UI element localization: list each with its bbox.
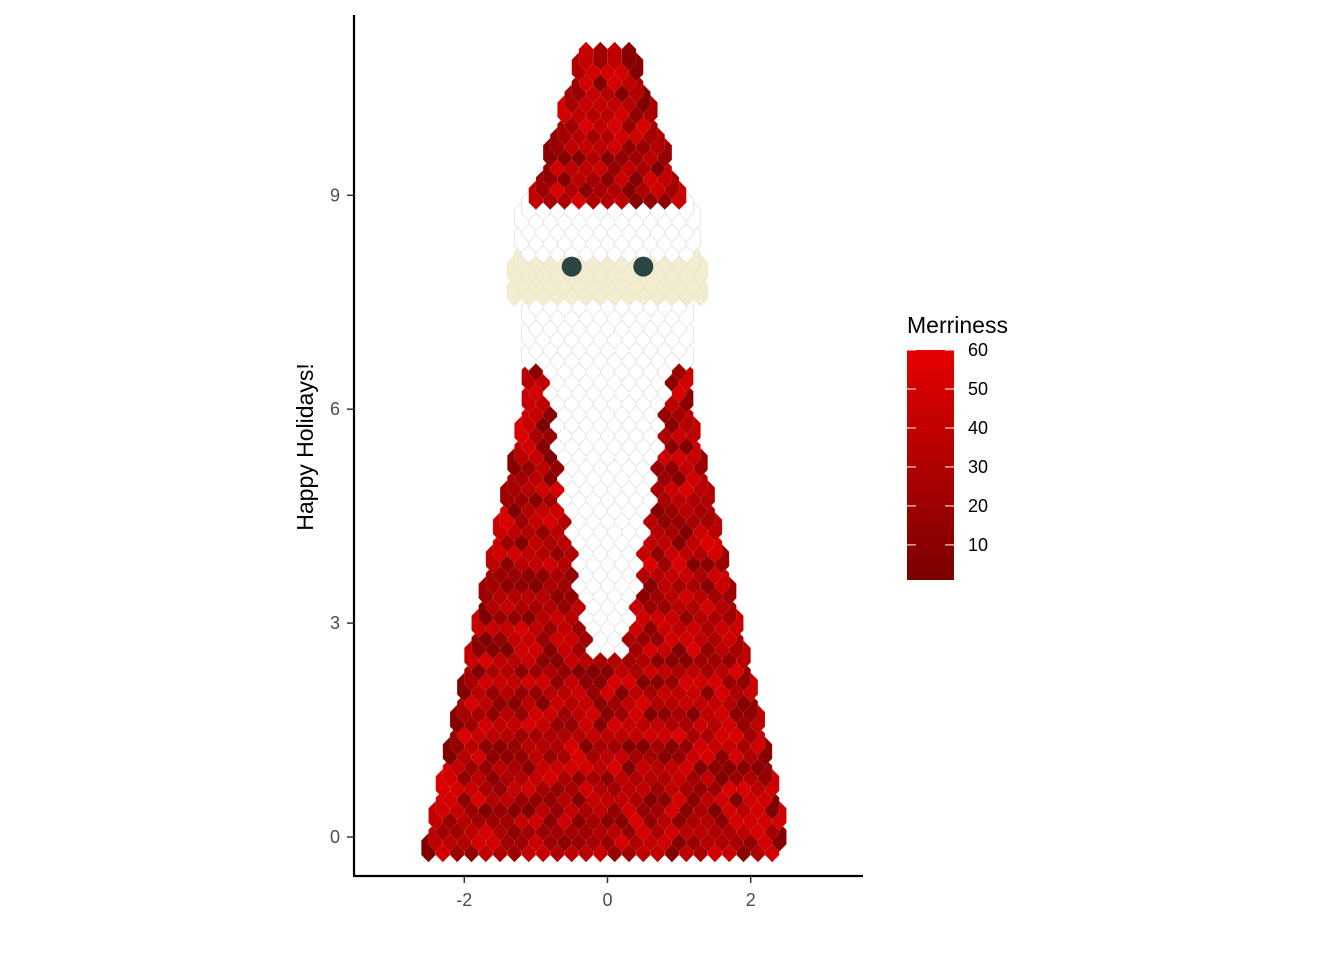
legend-title: Merriness [907,312,1008,338]
x-tick-label: 0 [602,890,612,910]
y-tick-label: 6 [330,399,340,419]
legend-label: 40 [968,418,988,438]
legend-label: 50 [968,379,988,399]
legend-colorbar [907,350,954,580]
legend-label: 10 [968,535,988,555]
eye-point [633,256,654,277]
x-tick-label: 2 [746,890,756,910]
legend-label: 30 [968,457,988,477]
eye-point [561,256,582,277]
legend-label: 20 [968,496,988,516]
y-tick-label: 0 [330,827,340,847]
x-tick-label: -2 [456,890,472,910]
legend-ticks: 10 20 30 40 50 60 [907,340,988,555]
y-tick-label: 9 [330,185,340,205]
y-axis-title: Happy Holidays! [292,363,318,530]
hex-cell-hat [621,41,637,72]
eyes [561,256,654,277]
x-axis-ticks: -2 0 2 [456,876,756,910]
y-tick-label: 3 [330,613,340,633]
legend: Merriness 10 20 30 40 50 60 [907,312,1008,580]
legend-label: 60 [968,340,988,360]
y-axis-ticks: 0 3 6 9 [330,185,354,847]
hexbin-cells [420,41,787,863]
